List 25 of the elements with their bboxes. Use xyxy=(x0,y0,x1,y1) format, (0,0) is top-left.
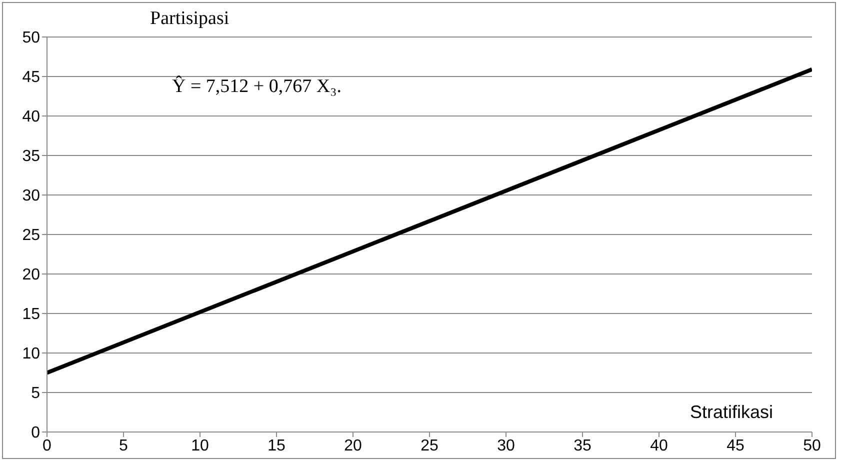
y-tick-label: 5 xyxy=(31,385,40,402)
y-tick-label: 50 xyxy=(22,30,40,47)
x-tick-label: 30 xyxy=(497,437,515,454)
x-tick-label: 15 xyxy=(268,437,286,454)
y-tick-label: 35 xyxy=(22,148,40,166)
x-tick-label: 40 xyxy=(650,437,668,454)
y-tick-label: 25 xyxy=(22,227,40,244)
y-axis-title: Partisipasi xyxy=(150,8,230,30)
y-tick-label: 30 xyxy=(22,188,40,205)
x-tick-label: 45 xyxy=(726,437,744,454)
y-tick-label: 20 xyxy=(22,266,40,284)
x-tick-label: 5 xyxy=(119,437,128,454)
x-tick-label: 50 xyxy=(803,437,821,454)
x-axis-title: Stratifikasi xyxy=(690,402,774,423)
x-tick-label: 0 xyxy=(42,437,52,454)
annotation: Ŷ = 7,512 + 0,767 X₃. xyxy=(172,76,342,98)
x-tick-label: 10 xyxy=(191,437,209,454)
y-tick-label: 40 xyxy=(22,108,40,126)
x-tick-label: 20 xyxy=(344,437,362,454)
y-tick-label: 15 xyxy=(22,306,40,324)
x-tick-label: 25 xyxy=(420,437,438,454)
y-tick-label: 45 xyxy=(22,69,40,86)
x-tick-label: 35 xyxy=(574,437,592,454)
y-tick-label: 10 xyxy=(22,346,40,363)
y-tick-label: 0 xyxy=(31,424,40,442)
